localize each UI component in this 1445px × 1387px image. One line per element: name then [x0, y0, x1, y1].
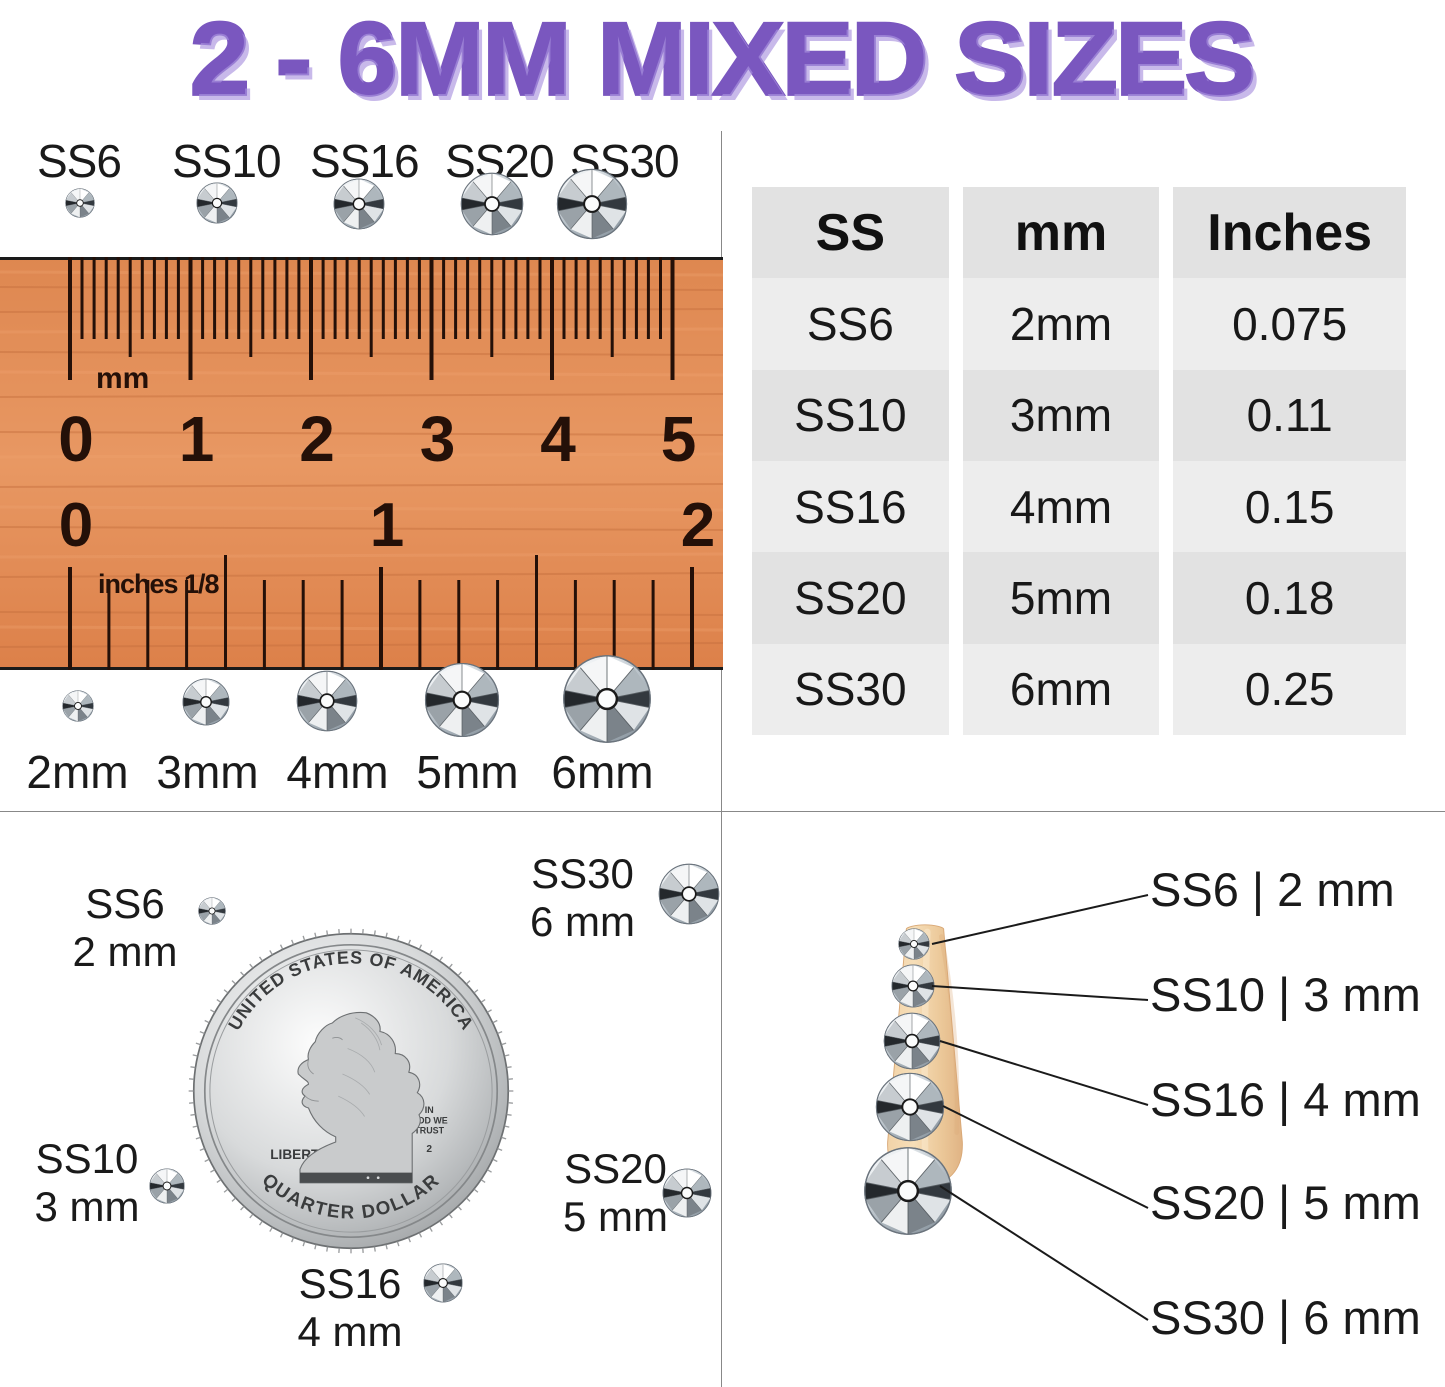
svg-text:1: 1 [370, 491, 404, 560]
svg-text:2: 2 [681, 491, 715, 560]
svg-text:0: 0 [59, 491, 93, 560]
svg-text:4: 4 [540, 403, 576, 475]
svg-text:inches 1/8: inches 1/8 [98, 569, 220, 599]
svg-text:0: 0 [58, 403, 94, 475]
svg-text:1: 1 [179, 403, 215, 475]
svg-text:5: 5 [661, 403, 697, 475]
svg-text:3: 3 [420, 403, 456, 475]
svg-text:2: 2 [299, 403, 335, 475]
svg-text:mm: mm [96, 362, 149, 395]
